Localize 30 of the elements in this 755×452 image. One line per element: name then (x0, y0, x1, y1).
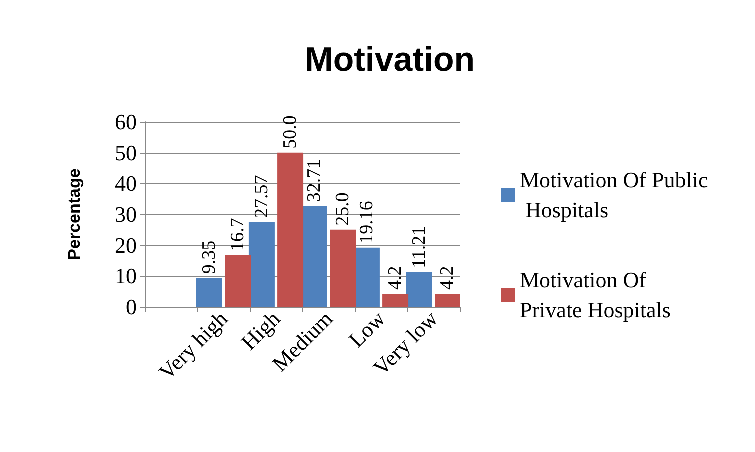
chart-title: Motivation (305, 41, 475, 79)
legend-label: Motivation Of Private Hospitals (520, 268, 671, 322)
data-label: 27.57 (251, 175, 272, 218)
y-tick-label: 60 (115, 110, 137, 134)
y-axis-title: Percentage (65, 168, 84, 260)
y-tick-label: 20 (115, 232, 137, 258)
bar (382, 294, 409, 307)
y-tick-label: 30 (115, 202, 137, 227)
data-label: 9.35 (198, 240, 220, 274)
bar (278, 152, 304, 307)
legend-label: Motivation Of Public Hospitals (520, 168, 708, 222)
bar (435, 294, 460, 307)
y-tick-label: 10 (115, 264, 137, 289)
bar (248, 222, 275, 307)
data-label: 11.21 (408, 226, 430, 268)
data-label: 4.2 (437, 266, 458, 290)
y-tick-label: 0 (126, 294, 137, 320)
data-label: 50.0 (280, 116, 302, 149)
y-tick-label: 50 (115, 140, 137, 166)
y-tick-label: 40 (115, 171, 137, 196)
x-tick-label: Very high (154, 306, 233, 385)
data-label: 19.16 (356, 201, 378, 244)
data-label: 32.71 (304, 159, 325, 202)
bar (196, 278, 222, 307)
bar (406, 272, 432, 307)
data-label: 4.2 (385, 266, 406, 290)
data-label: 25.0 (332, 192, 354, 226)
bar (330, 230, 356, 307)
data-label: 16.7 (228, 218, 249, 252)
bar (225, 256, 252, 307)
